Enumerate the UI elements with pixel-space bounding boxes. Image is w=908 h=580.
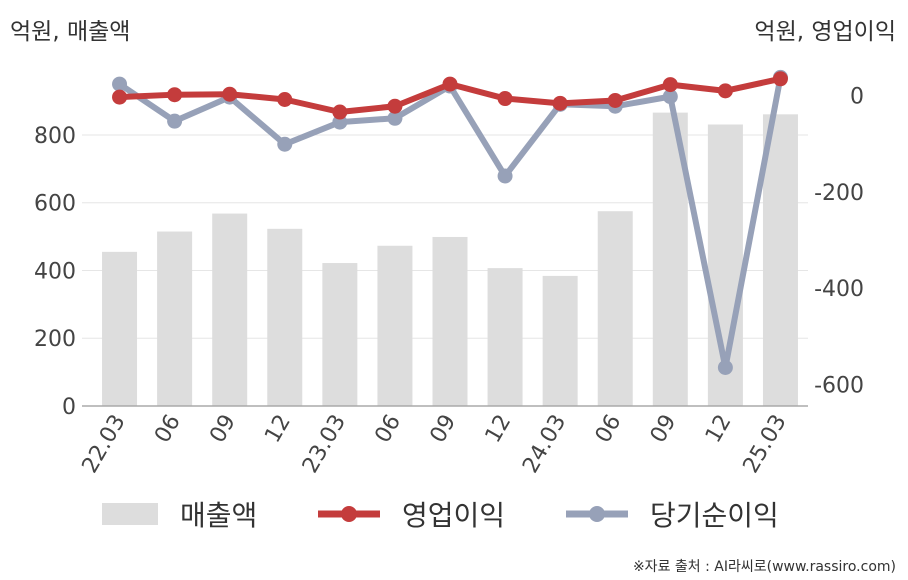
right-tick-label: -400 [814,277,864,302]
x-tick-label: 06 [370,411,406,448]
x-tick-label: 09 [646,411,682,448]
x-tick-label: 09 [426,411,462,448]
x-tick-label: 25.03 [739,411,792,478]
revenue-bar [377,246,412,406]
operating-profit-point [498,91,513,106]
right-tick-label: 0 [850,85,864,110]
right-axis-ticks: 0 -200 -400 -600 [814,85,864,399]
left-tick-label: 200 [34,327,76,352]
x-tick-label: 09 [205,411,241,448]
x-tick-label: 23.03 [298,411,351,478]
net-profit-point [277,137,292,152]
revenue-bars [102,113,798,406]
x-tick-label: 12 [260,411,296,448]
legend-item-net: 당기순이익 [566,492,779,536]
left-tick-label: 0 [62,395,76,420]
left-axis-ticks: 0 200 400 600 800 [34,124,76,420]
x-axis-ticks: 22.03 06 09 12 23.03 06 09 12 24.03 06 09 12 25.03 [78,410,792,477]
net-profit-point [112,77,127,92]
revenue-bar [322,263,357,406]
x-tick-label: 22.03 [78,411,131,478]
operating-profit-point [332,105,347,120]
x-tick-label: 06 [591,411,627,448]
x-tick-label: 24.03 [518,411,571,478]
legend-swatch-net [566,503,628,525]
legend-label-net: 당기순이익 [650,494,779,534]
legend-item-revenue: 매출액 [102,492,257,536]
operating-profit-point [553,96,568,111]
revenue-bar [267,229,302,406]
x-tick-label: 06 [150,411,186,448]
operating-profit-point [608,93,623,108]
operating-profit-point [663,77,678,92]
revenue-bar [598,211,633,406]
chart-legend: 매출액 영업이익 당기순이익 [0,492,908,536]
operating-profit-point [112,90,127,105]
legend-label-revenue: 매출액 [180,494,257,534]
legend-label-operating: 영업이익 [402,494,505,534]
revenue-bar [763,114,798,406]
net-profit-point [167,114,182,129]
operating-profit-point [277,92,292,107]
legend-swatch-operating [318,503,380,525]
left-tick-label: 400 [34,259,76,284]
revenue-bar [488,268,523,406]
operating-profit-point [443,77,458,92]
right-tick-label: -200 [814,181,864,206]
revenue-bar [212,214,247,406]
revenue-bar [102,252,137,406]
net-profit-point [718,360,733,375]
legend-item-operating: 영업이익 [318,492,505,536]
operating-profit-point [773,71,788,86]
operating-profit-point [167,87,182,102]
right-tick-label: -600 [814,373,864,398]
left-tick-label: 800 [34,124,76,149]
revenue-bar [543,276,578,406]
left-tick-label: 600 [34,192,76,217]
operating-profit-point [718,83,733,98]
x-tick-label: 12 [701,411,737,448]
revenue-bar [433,237,468,406]
net-profit-point [498,169,513,184]
legend-swatch-bar [102,503,158,525]
x-tick-label: 12 [481,410,517,447]
revenue-bar [157,232,192,406]
operating-profit-point [222,87,237,102]
operating-profit-point [387,99,402,114]
source-note: ※자료 출처 : AI라씨로(www.rassiro.com) [633,556,896,576]
